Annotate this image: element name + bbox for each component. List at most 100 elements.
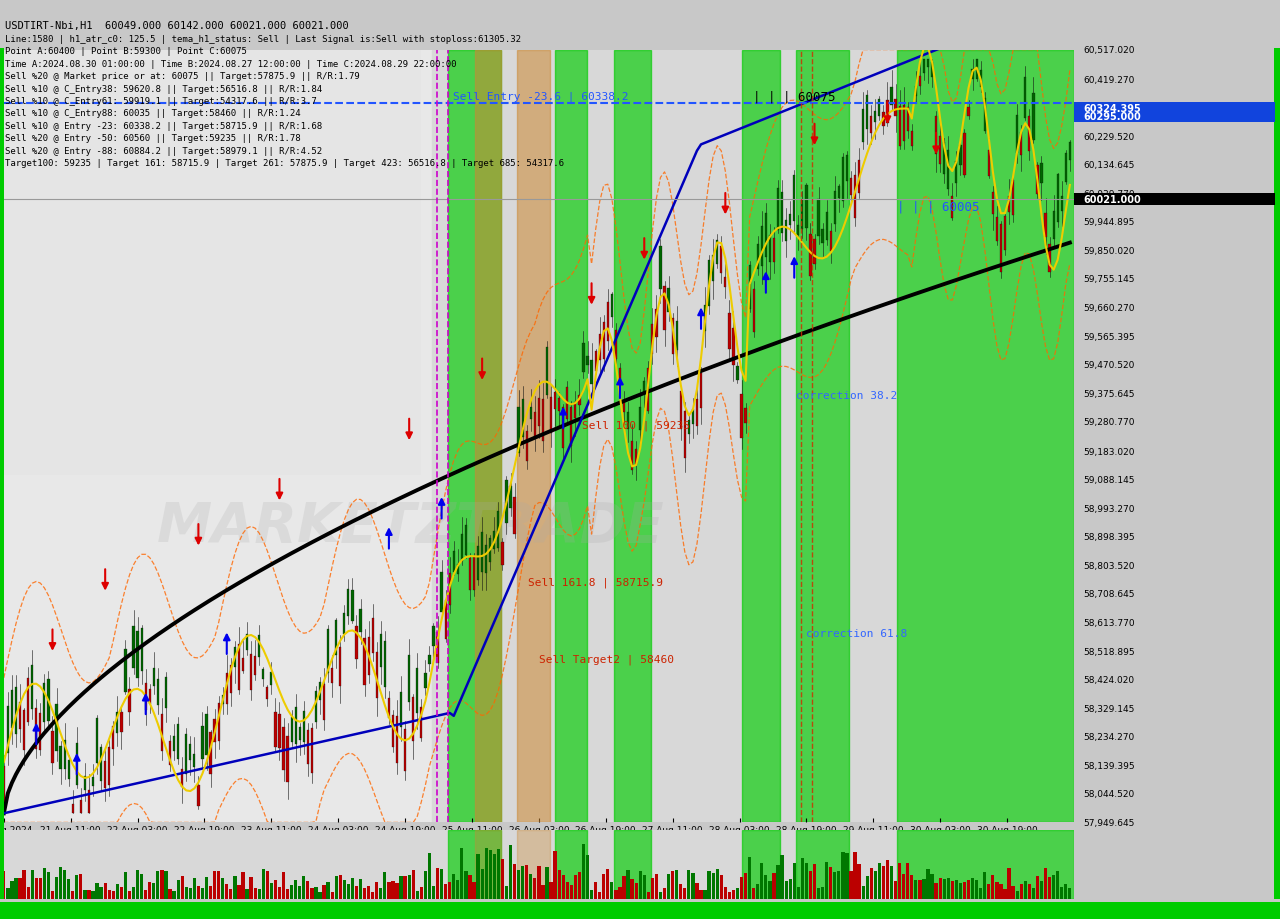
Bar bbox=[1028, 884, 1030, 899]
Text: 59,755.145: 59,755.145 bbox=[1083, 275, 1134, 284]
Text: 58,993.270: 58,993.270 bbox=[1083, 505, 1134, 513]
Text: Point A:60400 | Point B:59300 | Point C:60075: Point A:60400 | Point B:59300 | Point C:… bbox=[5, 47, 247, 56]
Bar bbox=[156, 871, 160, 899]
Bar bbox=[76, 743, 78, 786]
Bar bbox=[756, 884, 759, 899]
Bar bbox=[186, 734, 187, 774]
Bar bbox=[788, 215, 791, 226]
Bar bbox=[371, 618, 374, 653]
Bar bbox=[975, 60, 978, 80]
Bar bbox=[521, 400, 524, 437]
Bar bbox=[472, 558, 475, 591]
Bar bbox=[521, 867, 525, 899]
Bar bbox=[3, 871, 5, 899]
Bar bbox=[996, 882, 998, 899]
Bar bbox=[635, 883, 637, 899]
Bar bbox=[79, 874, 82, 899]
Bar bbox=[420, 887, 422, 899]
Bar bbox=[667, 289, 669, 312]
Bar bbox=[18, 878, 22, 899]
Bar bbox=[266, 687, 269, 698]
Text: Sell 161.8 | 58715.9: Sell 161.8 | 58715.9 bbox=[529, 576, 663, 587]
Bar bbox=[943, 143, 946, 175]
Bar bbox=[867, 96, 868, 130]
Text: USDTIRT-Nbi,H1  60049.000 60142.000 60021.000 60021.000: USDTIRT-Nbi,H1 60049.000 60142.000 60021… bbox=[5, 21, 349, 31]
Bar bbox=[164, 871, 168, 899]
Bar bbox=[67, 879, 70, 899]
Bar bbox=[893, 881, 897, 899]
Bar bbox=[339, 647, 342, 686]
Bar bbox=[626, 869, 630, 899]
Bar bbox=[282, 872, 285, 899]
Bar bbox=[298, 887, 301, 899]
Bar bbox=[468, 875, 471, 899]
Bar bbox=[558, 870, 561, 899]
Bar bbox=[996, 218, 998, 242]
Bar bbox=[963, 882, 966, 899]
Bar bbox=[1020, 132, 1023, 156]
Bar bbox=[323, 885, 325, 899]
Text: Time A:2024.08.30 01:00:00 | Time B:2024.08.27 12:00:00 | Time C:2024.08.29 22:0: Time A:2024.08.30 01:00:00 | Time B:2024… bbox=[5, 60, 457, 69]
Bar bbox=[646, 892, 650, 899]
Bar bbox=[525, 865, 529, 899]
Bar bbox=[842, 158, 844, 202]
Bar bbox=[652, 324, 654, 355]
Bar bbox=[699, 891, 703, 899]
Bar bbox=[878, 863, 881, 899]
Bar bbox=[120, 888, 123, 899]
Bar bbox=[233, 877, 237, 899]
Bar bbox=[177, 724, 179, 759]
Bar bbox=[270, 882, 273, 899]
Text: correction 38.2: correction 38.2 bbox=[796, 391, 897, 401]
Bar bbox=[895, 99, 897, 117]
Bar bbox=[475, 830, 502, 899]
Bar bbox=[680, 391, 682, 430]
Bar bbox=[120, 712, 123, 732]
Bar bbox=[465, 526, 467, 555]
Text: correction 61.8: correction 61.8 bbox=[806, 628, 908, 638]
Bar bbox=[291, 717, 293, 743]
Text: 59,088.145: 59,088.145 bbox=[1083, 476, 1134, 484]
Bar bbox=[655, 310, 658, 337]
Bar bbox=[728, 891, 731, 899]
Bar bbox=[475, 51, 502, 823]
Bar bbox=[545, 348, 548, 395]
Bar bbox=[672, 319, 673, 355]
Bar bbox=[992, 193, 995, 214]
Text: 60,517.020: 60,517.020 bbox=[1083, 46, 1134, 55]
Bar bbox=[72, 891, 74, 899]
Bar bbox=[31, 870, 33, 899]
Bar bbox=[590, 360, 593, 384]
Bar bbox=[513, 497, 516, 534]
Bar bbox=[910, 875, 914, 899]
Bar bbox=[64, 741, 65, 768]
Bar bbox=[801, 201, 804, 230]
Bar bbox=[906, 864, 909, 899]
Bar bbox=[124, 650, 127, 692]
Bar bbox=[1041, 164, 1043, 184]
Bar bbox=[951, 197, 954, 219]
Bar bbox=[785, 881, 787, 899]
Bar bbox=[343, 614, 346, 634]
Bar bbox=[148, 882, 151, 899]
Bar bbox=[88, 790, 90, 813]
Bar bbox=[931, 874, 933, 899]
Bar bbox=[485, 848, 488, 899]
Bar bbox=[145, 891, 147, 899]
Bar bbox=[497, 511, 499, 549]
Text: Sell Entry -23.6 | 60338.2: Sell Entry -23.6 | 60338.2 bbox=[453, 91, 628, 101]
Bar bbox=[745, 409, 746, 423]
Bar bbox=[489, 850, 492, 899]
Bar bbox=[396, 716, 398, 764]
Bar bbox=[383, 872, 387, 899]
Text: | | | 60075: | | | 60075 bbox=[753, 91, 836, 104]
Bar bbox=[493, 531, 495, 549]
Bar bbox=[886, 860, 890, 899]
Bar bbox=[339, 875, 342, 899]
Bar bbox=[602, 874, 605, 899]
Bar bbox=[579, 396, 581, 405]
Bar bbox=[173, 891, 175, 899]
Bar bbox=[573, 875, 577, 899]
Bar bbox=[100, 748, 102, 781]
Bar bbox=[104, 883, 106, 899]
